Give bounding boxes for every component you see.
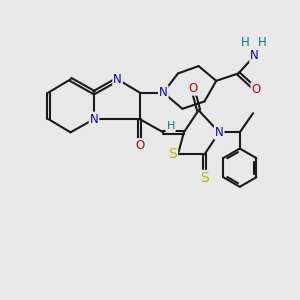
- Text: O: O: [251, 83, 261, 96]
- Text: H: H: [257, 36, 266, 49]
- Text: O: O: [135, 139, 144, 152]
- Text: N: N: [250, 49, 259, 62]
- Text: S: S: [200, 171, 209, 185]
- Text: S: S: [168, 147, 177, 161]
- Text: H: H: [167, 122, 175, 131]
- Text: N: N: [113, 73, 122, 86]
- Text: N: N: [215, 126, 224, 139]
- Text: N: N: [159, 86, 168, 99]
- Text: O: O: [188, 82, 197, 95]
- Text: H: H: [241, 36, 250, 49]
- Text: N: N: [90, 112, 98, 126]
